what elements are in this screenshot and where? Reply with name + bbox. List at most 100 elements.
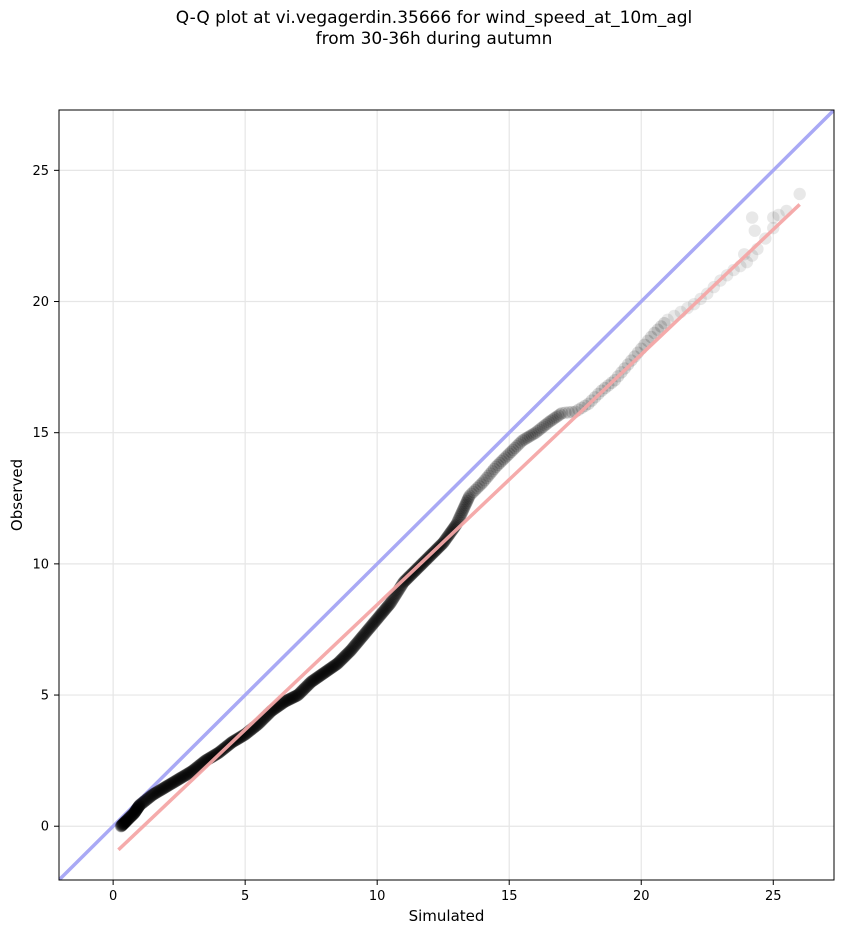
- data-point: [519, 432, 533, 445]
- data-point: [210, 748, 223, 761]
- data-point: [363, 621, 376, 635]
- data-point: [365, 619, 378, 633]
- data-point: [550, 410, 563, 424]
- y-axis-label: Observed: [8, 459, 26, 531]
- data-point: [499, 451, 512, 464]
- data-point: [309, 672, 322, 686]
- data-point: [385, 595, 398, 609]
- data-point: [446, 524, 459, 537]
- data-point: [293, 687, 306, 700]
- data-point: [333, 654, 347, 668]
- data-point: [136, 796, 150, 809]
- data-point: [295, 685, 308, 698]
- data-point: [374, 608, 387, 622]
- data-point: [461, 493, 475, 506]
- data-point: [457, 502, 471, 515]
- data-point: [118, 816, 131, 830]
- data-point: [154, 783, 168, 797]
- data-point: [115, 819, 128, 832]
- data-point: [371, 611, 385, 625]
- chart-title-line1: Q-Q plot at vi.vegagerdin.35666 for wind…: [175, 8, 693, 28]
- data-point: [186, 764, 200, 777]
- data-point: [366, 618, 379, 632]
- data-point: [380, 600, 394, 614]
- fit-line-group: [117, 203, 801, 852]
- y-tick-label: 20: [32, 295, 49, 310]
- data-point: [552, 409, 565, 422]
- data-point: [132, 800, 146, 813]
- data-point: [318, 666, 331, 679]
- data-point: [357, 628, 371, 641]
- data-point: [134, 797, 148, 811]
- data-point: [480, 471, 493, 485]
- data-point: [575, 401, 589, 414]
- data-point: [325, 661, 339, 674]
- data-point: [320, 664, 334, 678]
- grid-lines: [59, 110, 834, 880]
- data-point: [521, 430, 535, 444]
- data-point: [493, 456, 506, 470]
- data-point: [298, 682, 311, 695]
- data-point: [512, 438, 525, 451]
- data-point: [121, 813, 135, 826]
- data-point: [344, 644, 357, 657]
- fit-line: [117, 203, 801, 852]
- data-point: [382, 598, 395, 612]
- data-point: [316, 667, 329, 681]
- data-point: [130, 802, 144, 816]
- data-point: [139, 793, 153, 807]
- y-tick-label: 25: [32, 164, 49, 179]
- data-point: [286, 691, 300, 704]
- data-point: [368, 615, 381, 629]
- data-point: [312, 670, 325, 683]
- data-point: [343, 645, 357, 658]
- data-point: [354, 632, 367, 645]
- data-point: [174, 771, 187, 785]
- data-point: [361, 624, 374, 637]
- identity-line: [59, 110, 834, 880]
- y-tick-label: 15: [32, 426, 49, 441]
- data-point: [349, 638, 362, 651]
- data-point: [139, 794, 152, 807]
- data-point: [648, 326, 661, 340]
- data-point: [167, 775, 181, 789]
- data-point: [131, 802, 144, 815]
- data-point: [529, 426, 542, 439]
- data-point: [277, 695, 291, 709]
- data-point: [381, 599, 395, 613]
- data-point: [147, 788, 160, 801]
- x-tick-label: 25: [765, 889, 782, 904]
- data-point: [285, 692, 298, 705]
- data-point: [114, 820, 128, 833]
- data-point: [489, 460, 503, 473]
- data-point: [482, 469, 495, 482]
- data-point: [125, 809, 138, 822]
- data-point: [533, 423, 546, 436]
- data-point: [169, 774, 183, 788]
- data-point: [176, 770, 189, 784]
- data-point: [362, 622, 376, 635]
- data-point: [352, 635, 365, 648]
- data-point: [137, 795, 150, 809]
- data-point: [367, 616, 381, 630]
- data-point: [456, 503, 470, 517]
- data-point: [299, 681, 312, 694]
- data-point: [160, 780, 173, 793]
- data-point: [548, 412, 561, 425]
- data-point: [337, 651, 350, 665]
- data-point: [291, 688, 305, 702]
- data-point: [144, 789, 158, 803]
- data-point: [233, 731, 246, 745]
- data-point: [503, 447, 516, 460]
- data-point: [375, 606, 389, 620]
- data-point: [290, 689, 304, 702]
- data-point: [372, 610, 386, 624]
- data-point: [348, 639, 362, 652]
- data-point: [124, 810, 137, 824]
- data-point: [172, 773, 185, 786]
- data-point: [315, 668, 329, 681]
- data-point: [342, 646, 355, 660]
- data-point: [152, 785, 165, 798]
- data-point: [386, 593, 400, 606]
- data-point: [472, 480, 486, 493]
